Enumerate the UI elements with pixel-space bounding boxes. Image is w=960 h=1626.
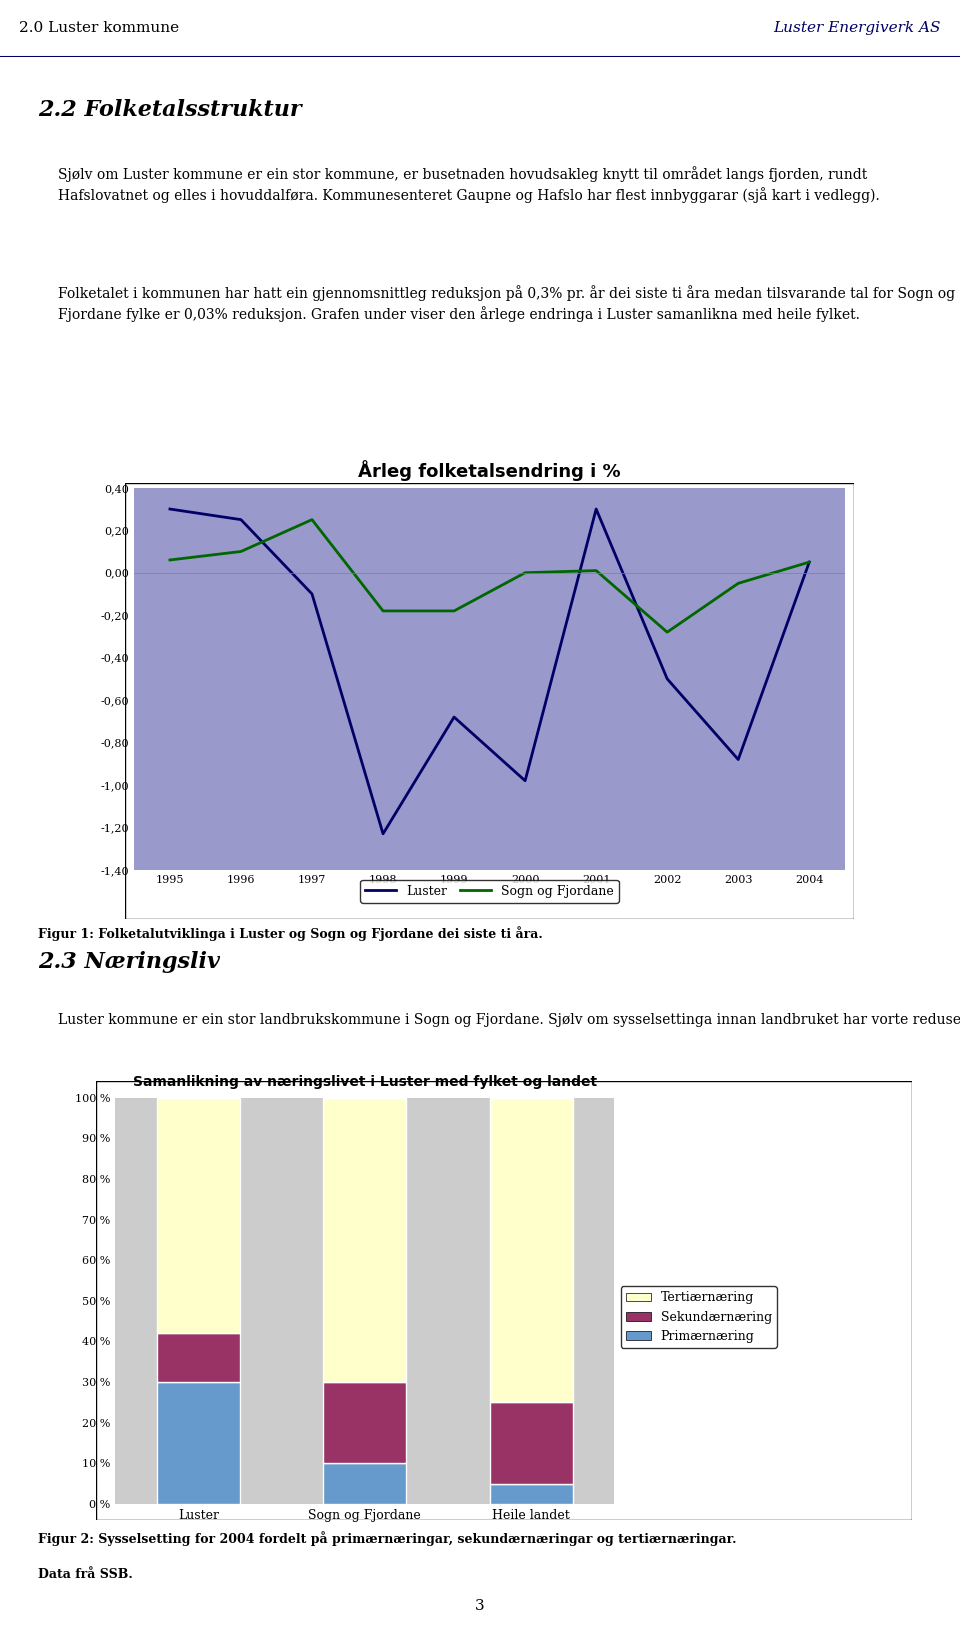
Text: Luster kommune er ein stor landbrukskommune i Sogn og Fjordane. Sjølv om syssels: Luster kommune er ein stor landbrukskomm… [58, 1011, 960, 1028]
Text: Figur 1: Folketalutviklinga i Luster og Sogn og Fjordane dei siste ti åra.: Figur 1: Folketalutviklinga i Luster og … [38, 925, 543, 941]
Text: 2.0 Luster kommune: 2.0 Luster kommune [19, 21, 180, 36]
Bar [156, 1098, 240, 1333]
Bar [156, 1333, 240, 1382]
Legend: Luster, Sogn og Fjordane: Luster, Sogn og Fjordane [360, 880, 619, 902]
Bar [324, 1098, 406, 1382]
Text: 2.3 Næringsliv: 2.3 Næringsliv [38, 951, 220, 974]
Title: Samanlikning av næringslivet i Luster med fylket og landet: Samanlikning av næringslivet i Luster me… [132, 1075, 597, 1089]
Text: 2.2 Folketalsstruktur: 2.2 Folketalsstruktur [38, 99, 302, 120]
Bar [490, 1402, 573, 1483]
Title: Årleg folketalsendring i %: Årleg folketalsendring i % [358, 460, 621, 481]
Bar [156, 1382, 240, 1504]
Text: Luster Energiverk AS: Luster Energiverk AS [774, 21, 941, 36]
Bar [490, 1098, 573, 1402]
Legend: Tertiærnæring, Sekundærnæring, Primærnæring: Tertiærnæring, Sekundærnæring, Primærnær… [621, 1286, 777, 1348]
Bar [490, 1483, 573, 1504]
Bar [324, 1463, 406, 1504]
Text: Data frå SSB.: Data frå SSB. [38, 1567, 133, 1580]
Text: Sjølv om Luster kommune er ein stor kommune, er busetnaden hovudsakleg knytt til: Sjølv om Luster kommune er ein stor komm… [58, 166, 879, 203]
Text: Figur 2: Sysselsetting for 2004 fordelt på primærnæringar, sekundærnæringar og t: Figur 2: Sysselsetting for 2004 fordelt … [38, 1532, 737, 1546]
Text: 3: 3 [475, 1598, 485, 1613]
Bar [324, 1382, 406, 1463]
Text: Folketalet i kommunen har hatt ein gjennomsnittleg reduksjon på 0,3% pr. år dei : Folketalet i kommunen har hatt ein gjenn… [58, 285, 955, 322]
